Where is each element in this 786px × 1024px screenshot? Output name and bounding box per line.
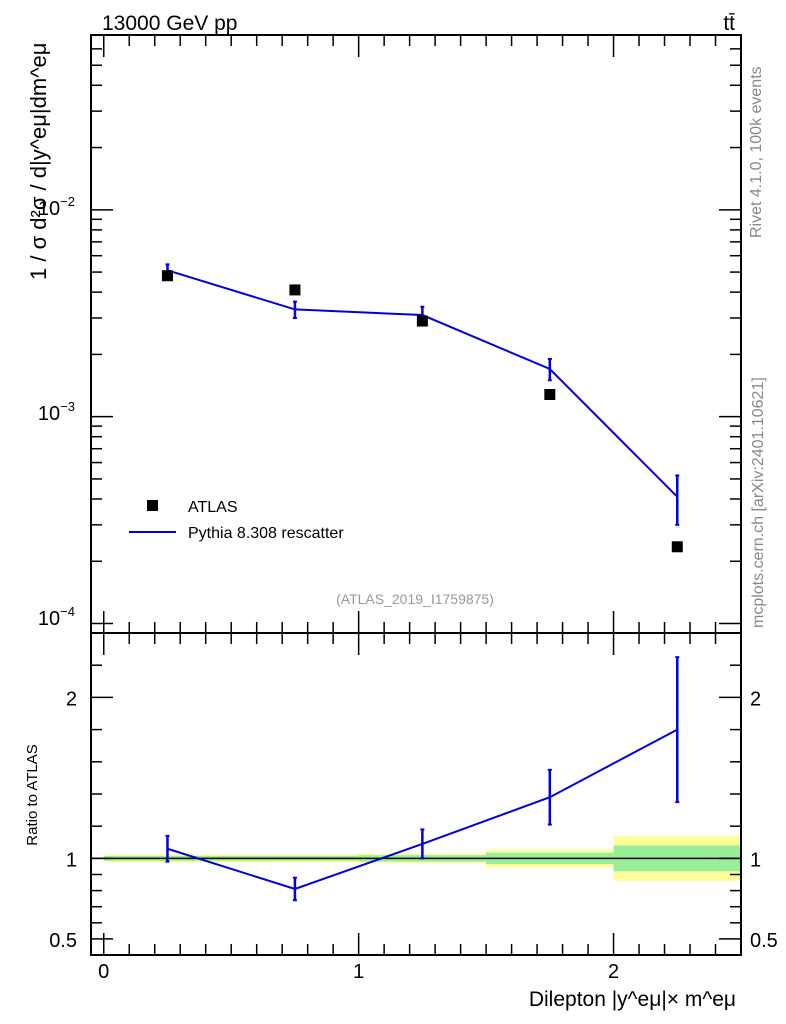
ratio-panel: 2 2 1 1 0.5 0.5 0 1 2 Ratio to ATLAS Dilepton |y… (24, 632, 778, 1011)
ratio-ytick-label-right: 1 (750, 849, 761, 871)
ratio-ytick-label-left: 1 (66, 849, 77, 871)
atlas-marker (289, 284, 301, 296)
atlas-marker (416, 315, 428, 327)
rivet-label: Rivet 4.1.0, 100k events (748, 66, 765, 238)
main-ticks (91, 34, 742, 634)
ytick-label-1e-4: 10−4 (38, 604, 75, 630)
ratio-ticks (91, 633, 742, 955)
ytick-exponent: −3 (60, 399, 75, 414)
ytick-exponent: −4 (60, 604, 75, 619)
ratio-ytick-label-left: 2 (66, 688, 77, 710)
ytick-exponent: −2 (60, 194, 75, 209)
ytick-mantissa: 10 (38, 403, 60, 425)
ytick-mantissa: 10 (38, 198, 60, 220)
legend-atlas-marker (147, 500, 158, 511)
legend-pythia-label: Pythia 8.308 rescatter (188, 525, 344, 542)
xtick-label: 1 (353, 961, 364, 983)
atlas-marker (671, 541, 683, 553)
ratio-ytick-label-right: 2 (750, 688, 761, 710)
legend-atlas-label: ATLAS (188, 499, 238, 516)
ratio-frame (90, 632, 742, 956)
ratio-ytick-label-right: 0.5 (750, 930, 778, 952)
atlas-marker (544, 388, 556, 400)
legend: ATLAS Pythia 8.308 rescatter (129, 499, 344, 542)
main-data-layer (161, 263, 683, 553)
ytick-label-1e-3: 10−3 (38, 399, 75, 425)
xtick-label: 2 (608, 961, 619, 983)
ytick-mantissa: 10 (38, 608, 60, 630)
ratio-y-axis-title: Ratio to ATLAS (24, 744, 41, 845)
analysis-label: (ATLAS_2019_I1759875) (336, 591, 494, 607)
mcplots-label: mcplots.cern.ch [arXiv:2401.10621] (750, 377, 767, 628)
ratio-ytick-label-left: 0.5 (49, 930, 77, 952)
pythia-line (167, 269, 678, 498)
atlas-marker (161, 270, 173, 282)
main-y-axis-title: 1 / σ d²σ / d|y^eμ|dm^eμ (26, 43, 51, 280)
xtick-label: 0 (98, 961, 109, 983)
header-left: 13000 GeV pp (102, 12, 237, 35)
ytick-label-1e-2: 10−2 (38, 194, 75, 220)
main-frame (90, 34, 742, 634)
ratio-data-layer (91, 656, 741, 902)
header-right: tt̄ (723, 12, 735, 35)
main-panel: 10−2 10−3 10−4 1 / σ d²σ / d|y^eμ|dm^eμ … (26, 34, 742, 634)
ratio-tick-labels: 2 2 1 1 0.5 0.5 0 1 2 (49, 688, 778, 983)
x-axis-title: Dilepton |y^eμ|× m^eμ (529, 988, 736, 1011)
